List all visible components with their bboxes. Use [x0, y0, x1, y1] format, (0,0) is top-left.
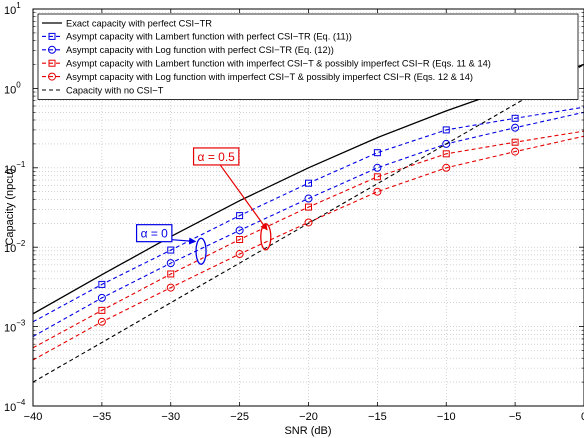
data-point — [166, 283, 175, 292]
legend-marker — [48, 32, 56, 40]
data-point — [511, 147, 520, 156]
annotation-arrow — [219, 164, 268, 231]
data-point — [442, 126, 450, 134]
axis-ticks: −40 −35 −30 −25 −20 −15 −10 −5 0 10−4 10−3 10−2 10−1… — [4, 1, 584, 423]
series-6 — [33, 64, 584, 383]
x-tick-label: −35 — [93, 411, 112, 423]
y-tick-label: 10−3 — [4, 319, 26, 335]
legend-label: Capacity with no CSI−T — [66, 85, 164, 95]
series-line — [33, 130, 584, 349]
data-point — [305, 203, 312, 211]
x-tick-label: −40 — [24, 411, 43, 423]
data-point — [511, 123, 520, 132]
legend-label: Exact capacity with perfect CSI−TR — [66, 18, 212, 28]
x-tick-label: −25 — [230, 411, 249, 423]
annotation-2: α = 0.5 — [192, 147, 272, 251]
y-tick-label: 10−2 — [4, 239, 26, 255]
legend-box — [37, 13, 579, 100]
x-tick-label: −5 — [509, 411, 522, 423]
y-tick-label: 10−4 — [4, 398, 26, 414]
data-point — [442, 139, 451, 148]
data-point — [167, 270, 175, 278]
x-tick-label: −15 — [368, 411, 387, 423]
annotation-label: α = 0.5 — [198, 150, 236, 164]
series-line — [33, 106, 584, 323]
data-point — [373, 173, 381, 181]
x-tick-label: −10 — [437, 411, 456, 423]
data-point — [235, 250, 244, 259]
data-point — [236, 236, 244, 244]
data-point — [305, 179, 312, 187]
x-tick-label: −20 — [299, 411, 318, 423]
annotation-arrow — [171, 237, 197, 245]
data-point — [97, 317, 106, 326]
series-line — [33, 135, 584, 361]
series-4 — [33, 130, 584, 349]
data-point — [442, 163, 451, 172]
data-point — [235, 226, 244, 235]
data-point — [98, 306, 106, 314]
legend-marker — [48, 59, 56, 67]
annotation-box — [135, 224, 173, 243]
annotation-box — [192, 147, 240, 166]
data-point — [373, 187, 382, 196]
y-tick-label: 10−1 — [4, 160, 26, 176]
series-3 — [33, 111, 584, 337]
data-point — [442, 150, 450, 158]
y-tick-label: 101 — [4, 1, 21, 17]
x-axis-label: SNR (dB) — [284, 425, 331, 437]
annotation-1: α = 0 — [135, 224, 207, 265]
x-tick-label: 0 — [581, 411, 584, 423]
legend-marker — [48, 45, 56, 54]
data-point — [236, 212, 244, 220]
legend-label: Asympt capacity with Log function with i… — [66, 72, 473, 82]
y-axis-label: Capacity (npcu) — [4, 168, 16, 245]
y-tick-label: 100 — [4, 80, 21, 96]
x-tick-label: −30 — [161, 411, 180, 423]
legend-marker — [48, 72, 56, 81]
series-5 — [33, 135, 584, 361]
annotation-label: α = 0 — [141, 227, 169, 241]
data-point — [98, 280, 106, 288]
legend-label: Asympt capacity with Lambert function wi… — [66, 59, 491, 69]
legend-label: Asympt capacity with Log function with p… — [66, 45, 334, 55]
data-point — [167, 246, 175, 254]
data-point — [304, 218, 313, 227]
data-point — [166, 259, 175, 268]
data-point — [511, 114, 519, 122]
data-point — [97, 293, 106, 302]
legend-label: Asympt capacity with Lambert function wi… — [66, 32, 352, 42]
data-point — [511, 138, 519, 146]
annotations: α = 0 α = 0.5 — [135, 147, 272, 265]
series-line — [33, 64, 584, 383]
data-point — [373, 163, 382, 172]
series-line — [33, 111, 584, 337]
legend: Exact capacity with perfect CSI−TR Asympt… — [37, 13, 579, 100]
data-point — [373, 149, 381, 157]
series-2 — [33, 106, 584, 323]
annotation-ellipse — [195, 237, 207, 265]
data-point — [304, 194, 313, 203]
